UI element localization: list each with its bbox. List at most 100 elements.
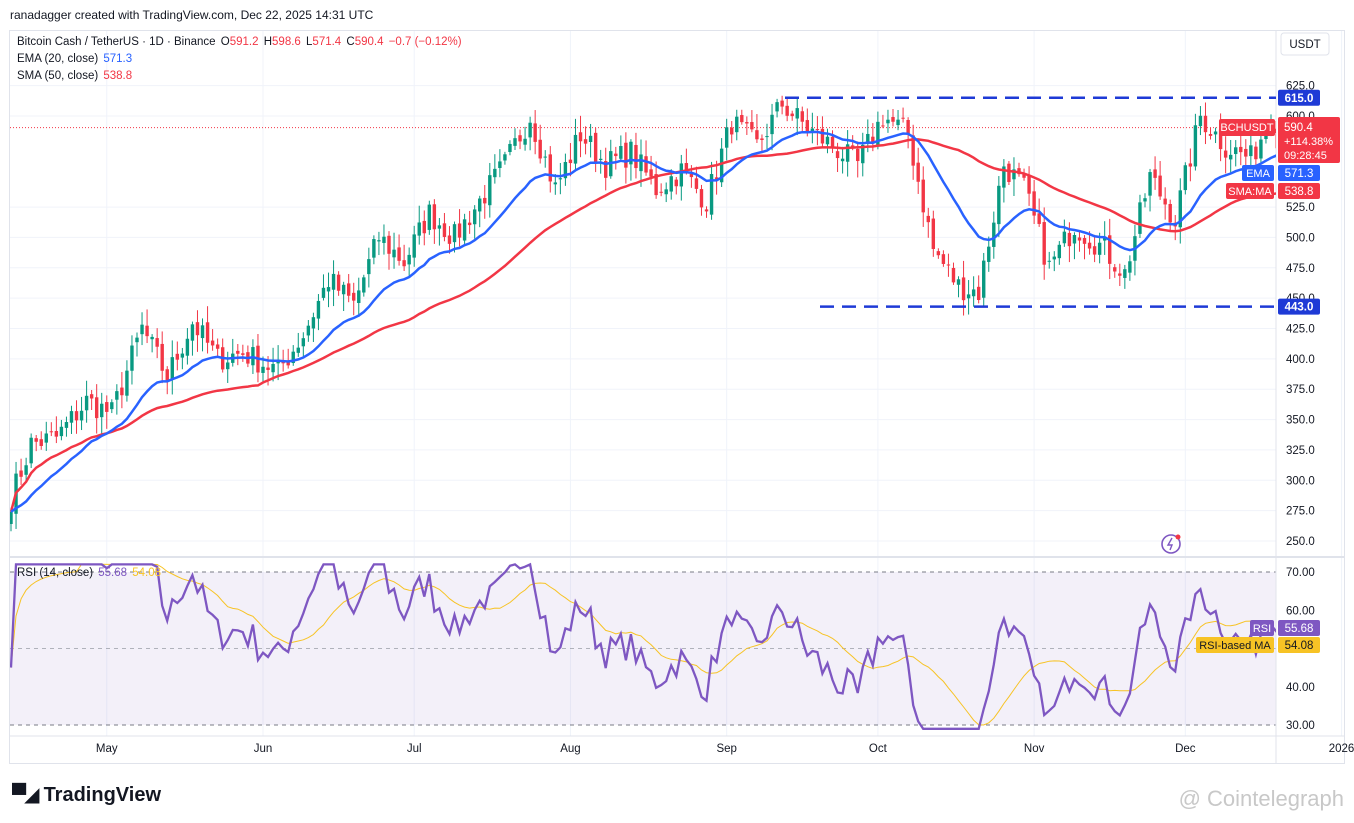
time-tick-label: 2026	[1329, 743, 1354, 755]
candle	[735, 116, 739, 133]
candle	[306, 325, 311, 336]
candle	[966, 294, 971, 299]
candle	[1178, 190, 1182, 228]
level-bottom-badge: 443.0	[1278, 298, 1320, 315]
candles	[10, 95, 1276, 532]
candle	[29, 437, 33, 464]
rsima-badge-value: 54.08	[1285, 640, 1314, 652]
candle	[1208, 134, 1213, 136]
candle	[573, 134, 578, 164]
candle	[321, 287, 326, 298]
candle	[1097, 242, 1102, 255]
candle	[457, 223, 462, 238]
candle	[800, 111, 804, 122]
candle	[150, 336, 154, 340]
candle	[1148, 172, 1152, 196]
candle	[654, 174, 658, 196]
candle	[583, 139, 588, 144]
candle	[992, 222, 996, 247]
candle	[770, 114, 774, 135]
candle	[326, 287, 331, 292]
candle	[165, 369, 169, 382]
candle	[1158, 175, 1162, 197]
candle	[377, 240, 381, 242]
candle	[614, 153, 618, 157]
rsi-tick-label: 40.00	[1286, 682, 1315, 694]
candle	[185, 338, 190, 356]
candle	[1188, 163, 1193, 167]
candle	[533, 123, 537, 142]
ema-legend-label[interactable]: EMA (20, close)	[17, 53, 99, 65]
candle	[341, 284, 346, 295]
candle	[987, 246, 991, 262]
time-tick-label: Jul	[407, 743, 422, 755]
candle	[508, 143, 512, 153]
candle	[442, 223, 447, 237]
ema-badge: EMA 571.3	[1242, 165, 1320, 181]
candle	[840, 158, 845, 162]
candle	[795, 108, 799, 119]
candle	[714, 177, 719, 180]
sma-badge-value: 538.8	[1285, 186, 1314, 198]
flash-icon[interactable]	[1161, 534, 1181, 554]
candle	[1163, 198, 1167, 205]
candle	[352, 292, 356, 301]
candle	[669, 176, 673, 192]
time-tick-label: Aug	[560, 743, 580, 755]
candle	[699, 189, 704, 208]
tradingview-logo[interactable]: ▀◢ TradingView	[12, 782, 161, 807]
candle	[634, 144, 638, 169]
price-tick-label: 275.0	[1286, 506, 1315, 518]
rsi-legend-label[interactable]: RSI (14, close)	[17, 567, 94, 579]
rsi-tick-label: 60.00	[1286, 605, 1315, 617]
candle	[674, 179, 678, 187]
candle	[689, 173, 694, 178]
candle	[417, 222, 421, 236]
candle	[1108, 235, 1112, 264]
rsi-tick-label: 70.00	[1286, 567, 1315, 579]
candle	[1037, 213, 1041, 224]
ema-badge-value: 571.3	[1285, 168, 1314, 180]
time-tick-label: Jun	[254, 743, 273, 755]
candle	[125, 370, 129, 396]
candle	[84, 395, 89, 411]
candle	[467, 222, 472, 226]
candle	[210, 340, 215, 346]
candle	[266, 367, 270, 370]
candle	[1213, 131, 1218, 135]
candle	[1244, 148, 1248, 157]
candle	[528, 122, 532, 138]
candle	[1203, 115, 1208, 133]
candle	[1062, 231, 1067, 244]
candle	[1259, 139, 1263, 159]
candle	[724, 127, 729, 148]
rsi-badge-label: RSI	[1253, 623, 1271, 635]
candle	[331, 273, 336, 290]
candle	[1012, 169, 1016, 180]
candle	[971, 289, 976, 297]
candle	[719, 148, 724, 183]
candle	[1007, 163, 1011, 182]
candle	[921, 179, 925, 213]
sma-legend-label[interactable]: SMA (50, close)	[17, 70, 99, 82]
time-tick-label: Nov	[1024, 743, 1045, 755]
sma-badge-label: SMA:MA	[1228, 186, 1272, 198]
candle	[740, 115, 744, 123]
rsi-tick-label: 30.00	[1286, 720, 1315, 732]
symbol-name[interactable]: Bitcoin Cash / TetherUS · 1D · Binance	[17, 36, 216, 48]
candle	[281, 361, 285, 364]
candle	[175, 353, 180, 360]
cointelegraph-watermark: @ Cointelegraph	[1178, 786, 1344, 811]
candle	[896, 119, 900, 126]
candle	[462, 219, 467, 241]
currency-label: USDT	[1289, 39, 1320, 51]
candle	[64, 422, 69, 428]
price-tick-label: 475.0	[1286, 263, 1315, 275]
candle	[639, 154, 643, 172]
candle	[452, 224, 457, 243]
candle	[785, 105, 789, 116]
price-tick-label: 425.0	[1286, 324, 1315, 336]
candle	[69, 411, 74, 423]
candle	[301, 338, 306, 347]
